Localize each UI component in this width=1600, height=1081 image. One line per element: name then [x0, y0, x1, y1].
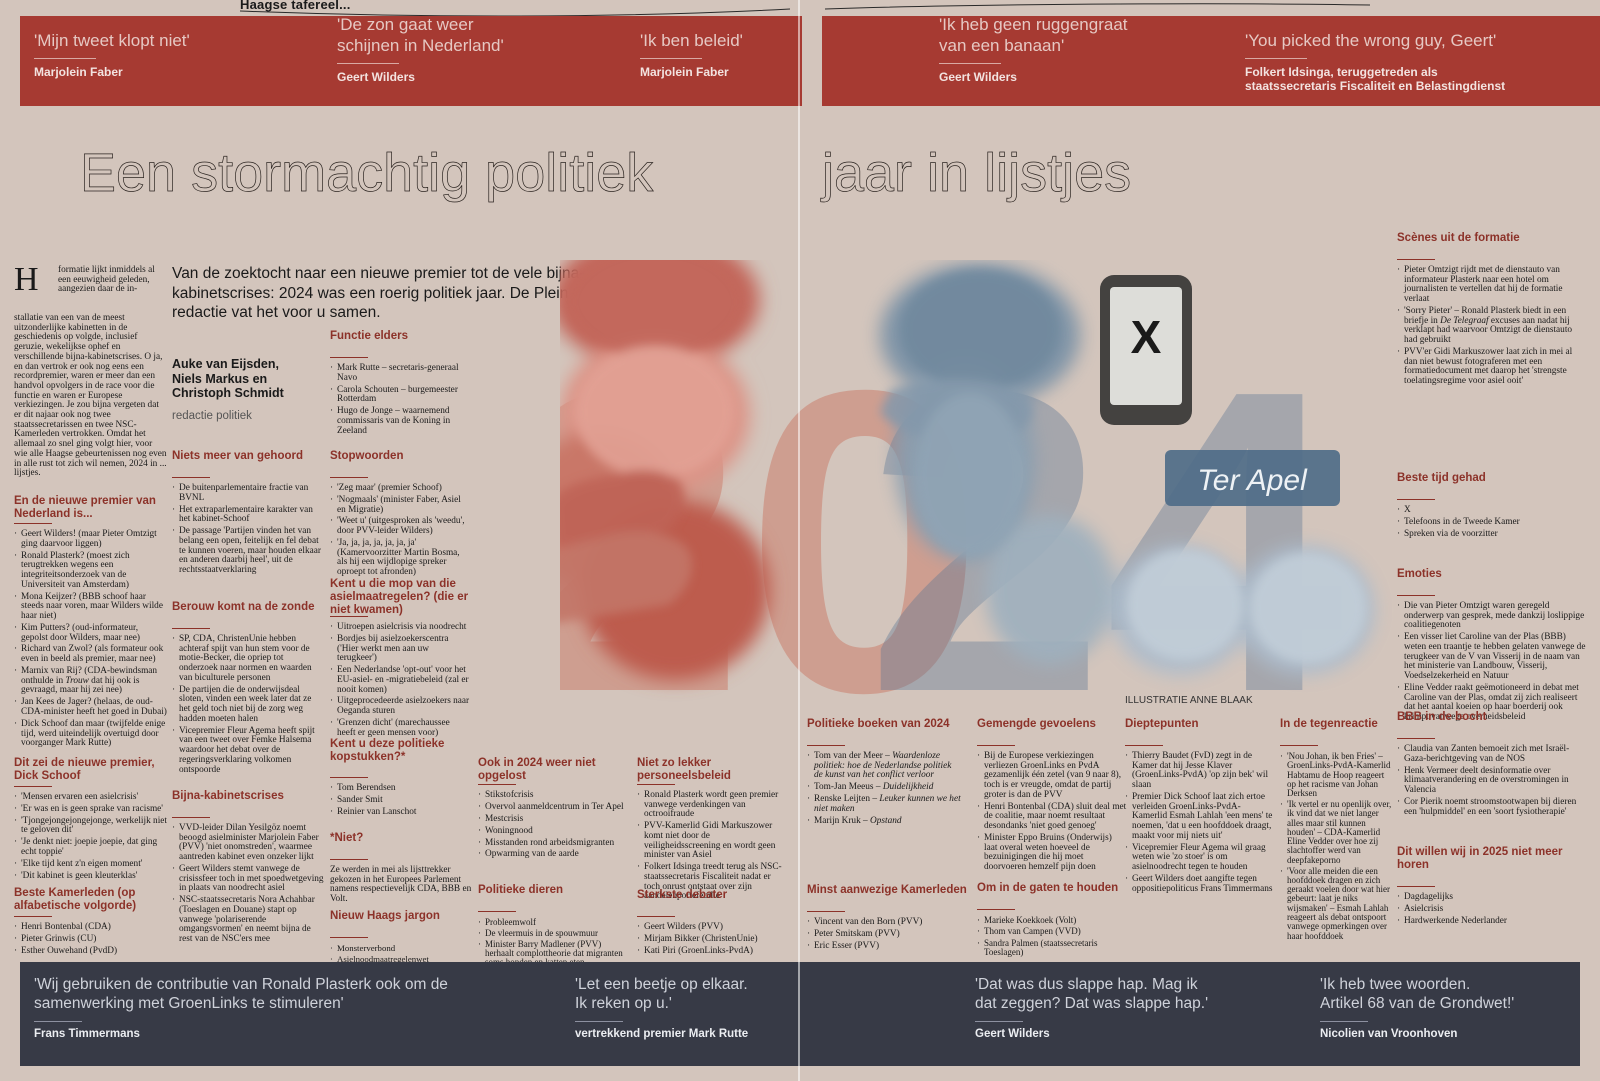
- svg-text:Ter Apel: Ter Apel: [1197, 464, 1308, 497]
- svg-text:X: X: [1131, 311, 1162, 363]
